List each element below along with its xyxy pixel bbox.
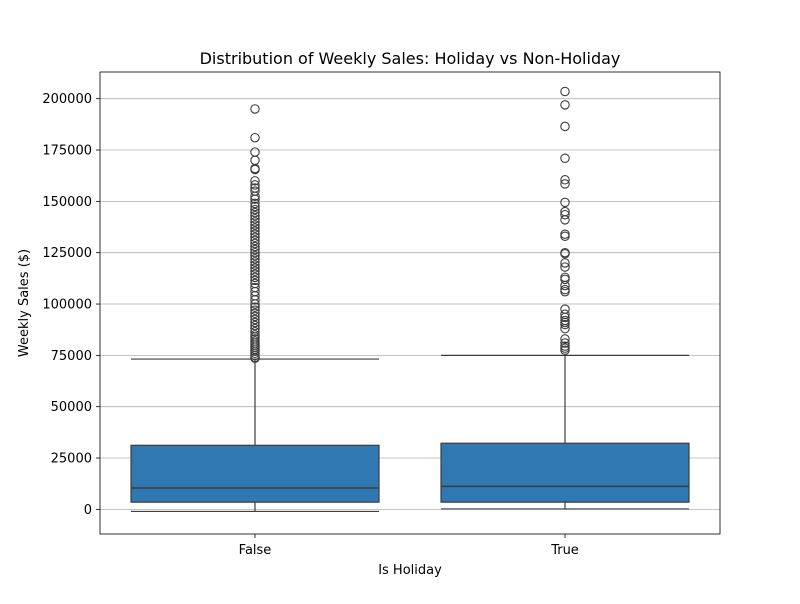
outlier-point: [250, 235, 260, 246]
plot-area-frame: [99, 71, 721, 535]
outlier-point: [560, 274, 570, 285]
outlier-point: [250, 220, 260, 230]
box-group-false: [130, 104, 380, 513]
outlier-point: [250, 204, 260, 215]
outlier-point: [560, 121, 570, 132]
x-axis-ticks: False True: [239, 534, 579, 558]
outlier-point: [250, 251, 260, 261]
outlier-point: [250, 254, 260, 264]
outlier-point: [250, 353, 260, 363]
outlier-point: [250, 295, 260, 305]
iqr-box: [130, 444, 380, 503]
y-tick-label: 0: [84, 503, 92, 518]
outlier-point: [250, 176, 260, 186]
outlier-point: [250, 263, 260, 273]
outlier-point: [250, 132, 260, 143]
outlier-point: [250, 214, 260, 224]
outlier-point: [250, 269, 260, 280]
y-tick-label: 125000: [42, 246, 92, 261]
chart-title: Distribution of Weekly Sales: Holiday vs…: [200, 49, 621, 68]
outlier-point: [250, 238, 260, 249]
y-tick-label: 175000: [42, 144, 92, 159]
outlier-point: [250, 244, 260, 255]
outlier-point: [560, 262, 570, 272]
outlier-point: [560, 345, 570, 355]
outlier-point: [250, 104, 260, 114]
outlier-point: [250, 241, 260, 252]
y-tick-label: 75000: [51, 349, 92, 364]
outlier-point: [250, 311, 260, 322]
outlier-point: [560, 197, 570, 208]
y-tick-label: 200000: [42, 92, 92, 107]
outlier-point: [560, 319, 570, 330]
outlier-point: [250, 266, 260, 276]
y-tick-label: 150000: [42, 195, 92, 210]
outlier-point: [560, 323, 570, 334]
outlier-point: [560, 100, 570, 110]
outlier-point: [250, 223, 260, 233]
outlier-point: [250, 317, 260, 328]
outlier-point: [250, 198, 260, 209]
iqr-box: [440, 442, 690, 503]
box-group-true: [440, 86, 690, 510]
boxes: [130, 86, 690, 513]
outlier-point: [250, 191, 260, 201]
outlier-point: [560, 280, 570, 291]
y-tick-label: 50000: [51, 400, 92, 415]
outlier-point: [250, 217, 260, 227]
outlier-point: [250, 305, 260, 315]
outlier-point: [560, 209, 570, 220]
outlier-point: [250, 229, 260, 239]
outlier-point: [560, 338, 570, 348]
outlier-point: [560, 153, 570, 163]
outlier-point: [250, 314, 260, 325]
y-axis-label: Weekly Sales ($): [17, 249, 32, 357]
outlier-point: [560, 248, 570, 259]
outlier-point: [250, 226, 260, 236]
outlier-point: [250, 308, 260, 319]
outlier-point: [250, 164, 260, 175]
outlier-point: [250, 247, 260, 258]
outlier-point: [560, 179, 570, 189]
x-tick-label: True: [550, 543, 579, 558]
outlier-point: [560, 86, 570, 97]
outlier-point: [250, 302, 260, 312]
x-axis-label: Is Holiday: [378, 563, 442, 578]
outlier-point: [560, 175, 570, 185]
outlier-point: [250, 326, 260, 337]
outlier-point: [560, 231, 570, 242]
outlier-point: [560, 215, 570, 225]
y-axis-ticks: 0 25000 50000 75000 100000 125000 150000 175000…: [42, 92, 100, 518]
outlier-point: [250, 320, 260, 331]
outlier-point: [250, 201, 260, 212]
outlier-point: [250, 180, 260, 190]
outlier-point: [250, 275, 260, 286]
outlier-point: [560, 312, 570, 323]
outlier-point: [250, 232, 260, 243]
outlier-point: [250, 299, 260, 309]
x-tick-label: False: [239, 543, 272, 558]
outlier-point: [560, 286, 570, 297]
outlier-point: [250, 194, 260, 205]
outlier-point: [250, 207, 260, 218]
y-tick-label: 100000: [42, 298, 92, 313]
outlier-point: [250, 272, 260, 283]
outlier-point: [250, 210, 260, 221]
outlier-point: [560, 258, 570, 268]
y-tick-label: 25000: [51, 452, 92, 467]
outlier-point: [250, 257, 260, 267]
outlier-point: [250, 260, 260, 270]
outlier-point: [560, 334, 570, 344]
